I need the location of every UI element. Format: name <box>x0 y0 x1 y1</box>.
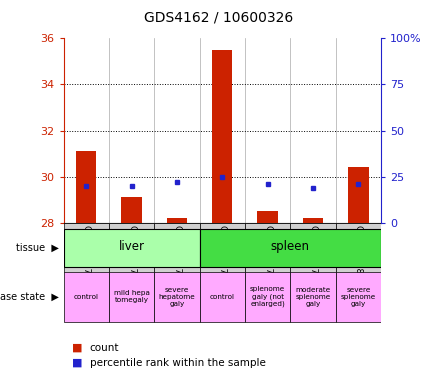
FancyBboxPatch shape <box>64 272 109 321</box>
Text: liver: liver <box>119 240 145 253</box>
Text: severe
splenome
galy: severe splenome galy <box>341 286 376 307</box>
FancyBboxPatch shape <box>109 272 154 321</box>
FancyBboxPatch shape <box>290 223 336 273</box>
Bar <box>167 218 187 223</box>
Text: GSM569179: GSM569179 <box>308 225 318 280</box>
FancyBboxPatch shape <box>245 223 290 273</box>
Text: severe
hepatome
galy: severe hepatome galy <box>159 286 195 307</box>
Text: GSM569174: GSM569174 <box>82 225 91 280</box>
Text: GSM569178: GSM569178 <box>263 225 272 280</box>
Bar <box>258 211 278 223</box>
FancyBboxPatch shape <box>200 272 245 321</box>
Text: GSM569175: GSM569175 <box>127 225 136 280</box>
FancyBboxPatch shape <box>64 229 200 267</box>
Text: control: control <box>74 294 99 300</box>
Bar <box>212 50 233 223</box>
Text: control: control <box>210 294 235 300</box>
FancyBboxPatch shape <box>245 272 290 321</box>
Text: count: count <box>90 343 119 353</box>
FancyBboxPatch shape <box>154 223 200 273</box>
FancyBboxPatch shape <box>154 272 200 321</box>
Text: GSM569177: GSM569177 <box>218 225 227 280</box>
FancyBboxPatch shape <box>200 223 245 273</box>
FancyBboxPatch shape <box>109 223 154 273</box>
Text: percentile rank within the sample: percentile rank within the sample <box>90 358 266 368</box>
Text: GSM569176: GSM569176 <box>173 225 181 280</box>
Text: ■: ■ <box>72 343 83 353</box>
Text: splenome
galy (not
enlarged): splenome galy (not enlarged) <box>250 286 285 307</box>
Bar <box>121 197 142 223</box>
Text: mild hepa
tomegaly: mild hepa tomegaly <box>113 290 149 303</box>
FancyBboxPatch shape <box>64 223 109 273</box>
Bar <box>348 167 369 223</box>
FancyBboxPatch shape <box>200 229 381 267</box>
FancyBboxPatch shape <box>290 272 336 321</box>
Text: ■: ■ <box>72 358 83 368</box>
Bar <box>76 151 96 223</box>
Text: spleen: spleen <box>271 240 310 253</box>
Bar <box>303 218 323 223</box>
FancyBboxPatch shape <box>336 223 381 273</box>
Text: GDS4162 / 10600326: GDS4162 / 10600326 <box>145 10 293 24</box>
FancyBboxPatch shape <box>336 272 381 321</box>
Text: GSM569180: GSM569180 <box>354 225 363 280</box>
Text: tissue  ▶: tissue ▶ <box>16 243 59 253</box>
Text: moderate
splenome
galy: moderate splenome galy <box>295 286 331 307</box>
Text: disease state  ▶: disease state ▶ <box>0 291 59 302</box>
